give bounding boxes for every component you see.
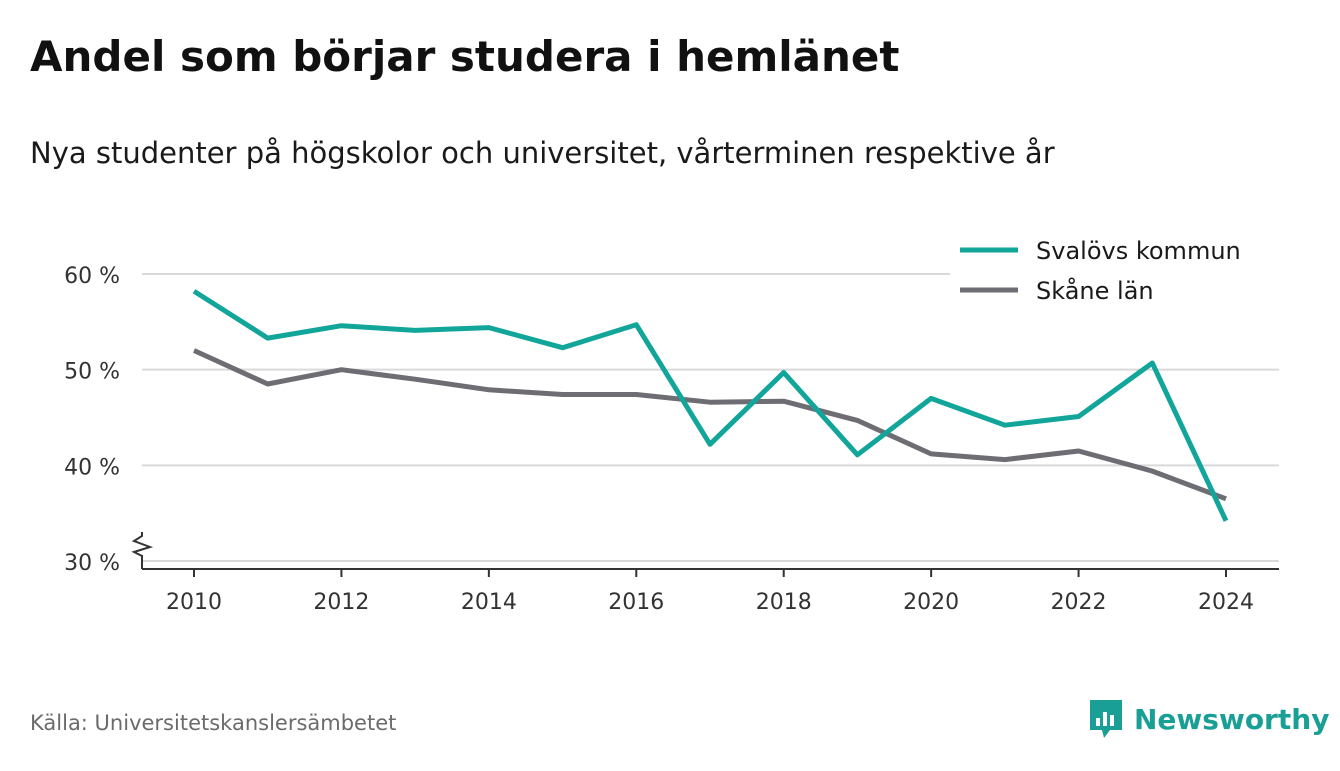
legend-label: Svalövs kommun	[1036, 237, 1241, 265]
y-tick-label: 40 %	[64, 455, 120, 480]
x-tick-labels: 2010 2012 2014 2016 2018 2020 2022 2024	[166, 590, 1254, 615]
y-tick-label: 50 %	[64, 360, 120, 385]
series-lines	[192, 289, 1229, 522]
x-tick-label: 2018	[756, 590, 812, 615]
x-tick-label: 2012	[313, 590, 369, 615]
grid-lines	[142, 273, 1279, 562]
legend-label: Skåne län	[1036, 276, 1154, 305]
x-tick-label: 2010	[166, 590, 222, 615]
x-tick-label: 2014	[461, 590, 517, 615]
y-axis-break-icon	[131, 532, 154, 560]
y-tick-labels: 30 % 40 % 50 % 60 %	[64, 264, 120, 576]
brand-name: Newsworthy	[1134, 702, 1330, 736]
x-tick-label: 2022	[1051, 590, 1107, 615]
brand-logo: Newsworthy	[1088, 698, 1329, 740]
y-tick-label: 60 %	[64, 264, 120, 289]
series-line-skane	[192, 348, 1227, 502]
source-note: Källa: Universitetskanslersämbetet	[30, 711, 397, 735]
axes	[131, 532, 1279, 577]
y-tick-label: 30 %	[64, 551, 120, 576]
legend-background	[950, 232, 1280, 314]
x-tick-label: 2020	[903, 590, 959, 615]
legend: Svalövs kommun Skåne län	[950, 232, 1280, 314]
newsworthy-logo-icon	[1090, 700, 1122, 738]
x-tick-label: 2024	[1198, 590, 1254, 615]
chart-subtitle: Nya studenter på högskolor och universit…	[30, 136, 1055, 170]
chart-title: Andel som börjar studera i hemlänet	[30, 32, 900, 81]
x-tick-label: 2016	[608, 590, 664, 615]
series-line-svalov	[192, 289, 1229, 522]
